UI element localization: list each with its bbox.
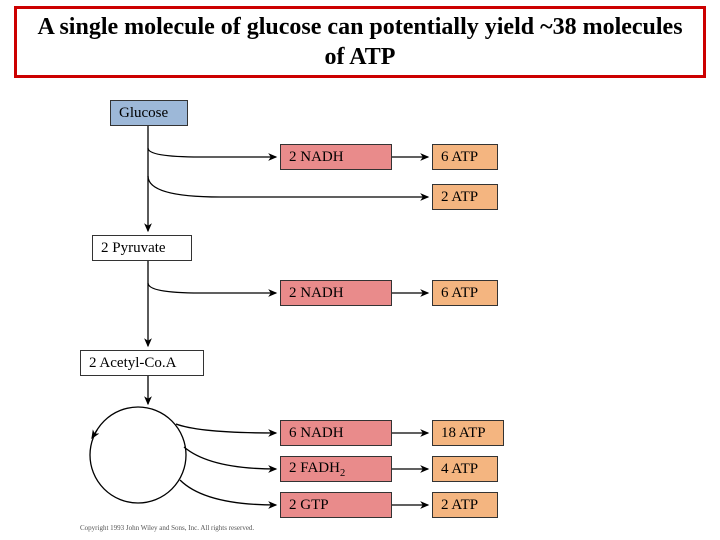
title-text: A single molecule of glucose can potenti… [37,12,683,72]
box-atp2b: 2 ATP [432,492,498,518]
label-atp4: 4 ATP [441,461,478,478]
box-atp6b: 6 ATP [432,280,498,306]
box-glucose: Glucose [110,100,188,126]
box-pyruvate: 2 Pyruvate [92,235,192,261]
label-nadh6: 6 NADH [289,425,344,442]
box-atp2a: 2 ATP [432,184,498,210]
box-atp4: 4 ATP [432,456,498,482]
label-nadh2: 2 NADH [289,285,344,302]
label-nadh1: 2 NADH [289,149,344,166]
label-pyruvate: 2 Pyruvate [101,240,166,257]
title-box: A single molecule of glucose can potenti… [14,6,706,78]
box-nadh2: 2 NADH [280,280,392,306]
label-atp6a: 6 ATP [441,149,478,166]
label-acetylcoa: 2 Acetyl-Co.A [89,355,177,372]
label-gtp2: 2 GTP [289,497,329,514]
label-fadh2: 2 FADH2 [289,460,345,479]
copyright-text: Copyright 1993 John Wiley and Sons, Inc.… [80,524,254,532]
box-gtp2: 2 GTP [280,492,392,518]
box-nadh1: 2 NADH [280,144,392,170]
label-glucose: Glucose [119,105,168,122]
label-atp2b: 2 ATP [441,497,478,514]
box-nadh6: 6 NADH [280,420,392,446]
label-atp6b: 6 ATP [441,285,478,302]
label-atp18: 18 ATP [441,425,486,442]
label-atp2a: 2 ATP [441,189,478,206]
box-atp18: 18 ATP [432,420,504,446]
box-acetylcoa: 2 Acetyl-Co.A [80,350,204,376]
box-atp6a: 6 ATP [432,144,498,170]
box-fadh2: 2 FADH2 [280,456,392,482]
